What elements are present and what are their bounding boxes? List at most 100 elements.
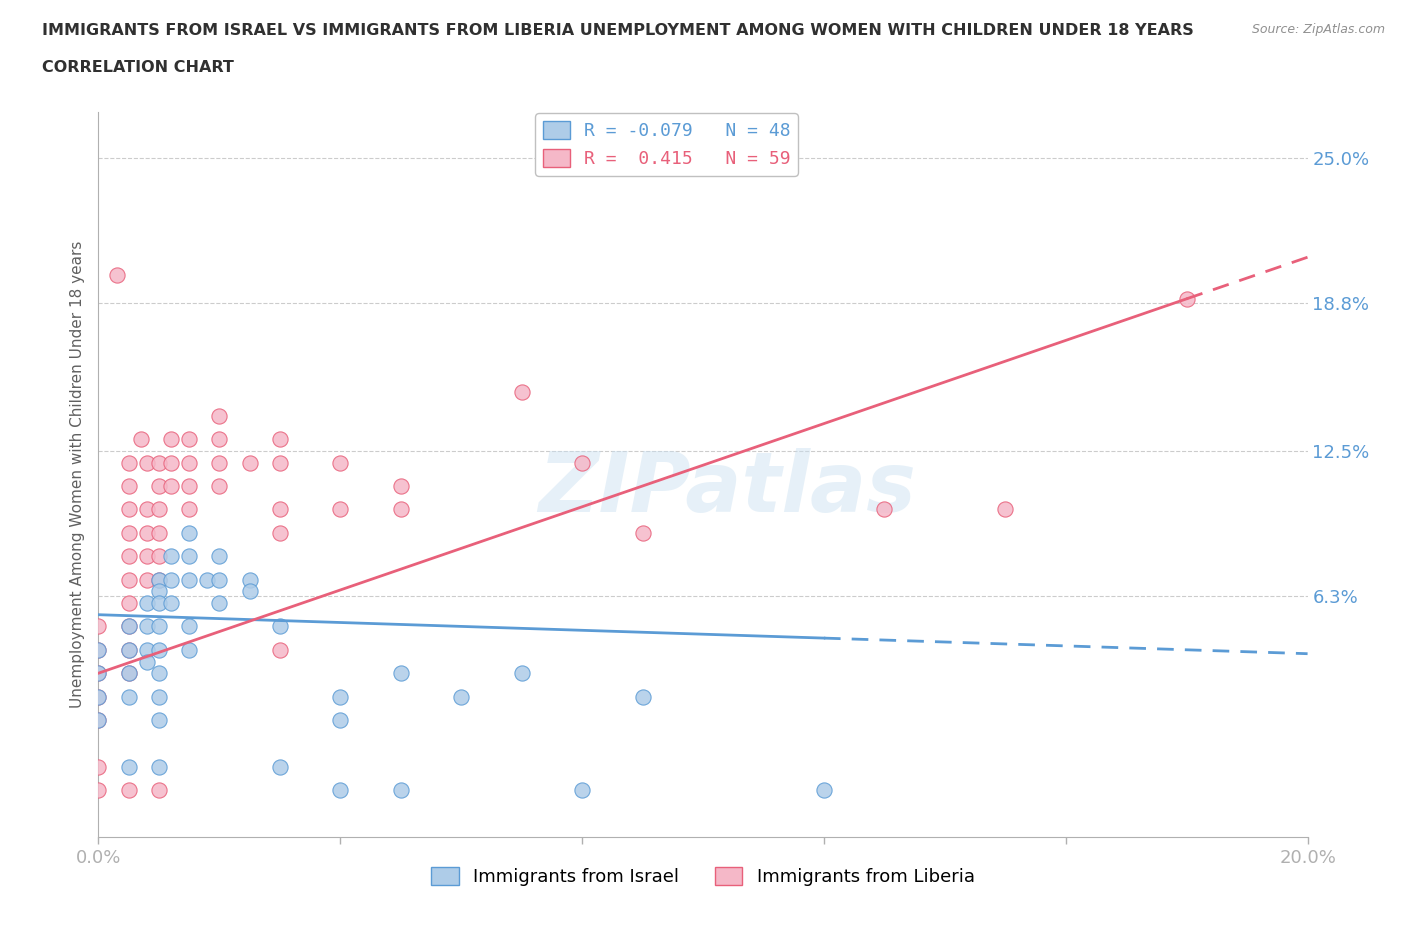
Point xyxy=(87,689,110,704)
Point xyxy=(239,455,262,470)
Point xyxy=(118,549,141,564)
Point xyxy=(87,643,110,658)
Point xyxy=(179,549,201,564)
Point xyxy=(118,572,141,587)
Point xyxy=(160,455,183,470)
Point xyxy=(148,455,170,470)
Point xyxy=(118,479,141,494)
Point xyxy=(813,783,835,798)
Point xyxy=(329,712,352,727)
Point xyxy=(118,643,141,658)
Point xyxy=(208,455,231,470)
Point xyxy=(118,502,141,517)
Point xyxy=(269,432,291,446)
Point xyxy=(135,619,157,634)
Point xyxy=(135,455,157,470)
Point xyxy=(450,689,472,704)
Point xyxy=(118,666,141,681)
Point xyxy=(118,666,141,681)
Point xyxy=(329,455,352,470)
Point xyxy=(87,712,110,727)
Point xyxy=(148,689,170,704)
Point xyxy=(148,525,170,540)
Text: CORRELATION CHART: CORRELATION CHART xyxy=(42,60,233,75)
Point xyxy=(179,619,201,634)
Point xyxy=(269,502,291,517)
Point xyxy=(160,549,183,564)
Point xyxy=(105,268,128,283)
Point xyxy=(179,525,201,540)
Point xyxy=(118,619,141,634)
Point xyxy=(179,455,201,470)
Point xyxy=(87,666,110,681)
Point xyxy=(160,595,183,610)
Point xyxy=(87,689,110,704)
Point xyxy=(329,783,352,798)
Point xyxy=(389,479,412,494)
Point xyxy=(135,595,157,610)
Point xyxy=(179,572,201,587)
Point xyxy=(148,572,170,587)
Point xyxy=(87,712,110,727)
Point xyxy=(148,783,170,798)
Point xyxy=(87,666,110,681)
Point xyxy=(269,525,291,540)
Point xyxy=(195,572,218,587)
Point xyxy=(389,783,412,798)
Point xyxy=(118,619,141,634)
Point xyxy=(148,584,170,599)
Point xyxy=(129,432,152,446)
Point xyxy=(269,643,291,658)
Point xyxy=(208,549,231,564)
Point xyxy=(118,689,141,704)
Point xyxy=(179,643,201,658)
Point xyxy=(87,619,110,634)
Text: ZIPatlas: ZIPatlas xyxy=(538,448,917,529)
Point xyxy=(118,455,141,470)
Point xyxy=(208,479,231,494)
Text: IMMIGRANTS FROM ISRAEL VS IMMIGRANTS FROM LIBERIA UNEMPLOYMENT AMONG WOMEN WITH : IMMIGRANTS FROM ISRAEL VS IMMIGRANTS FRO… xyxy=(42,23,1194,38)
Point xyxy=(87,760,110,775)
Point xyxy=(208,432,231,446)
Point xyxy=(269,455,291,470)
Point xyxy=(510,666,533,681)
Point xyxy=(329,689,352,704)
Legend: Immigrants from Israel, Immigrants from Liberia: Immigrants from Israel, Immigrants from … xyxy=(425,859,981,893)
Text: Source: ZipAtlas.com: Source: ZipAtlas.com xyxy=(1251,23,1385,36)
Point xyxy=(571,455,593,470)
Point xyxy=(329,502,352,517)
Point xyxy=(135,502,157,517)
Point xyxy=(208,408,231,423)
Point xyxy=(389,502,412,517)
Point xyxy=(179,432,201,446)
Y-axis label: Unemployment Among Women with Children Under 18 years: Unemployment Among Women with Children U… xyxy=(70,241,86,708)
Point xyxy=(994,502,1017,517)
Point xyxy=(148,760,170,775)
Point xyxy=(179,502,201,517)
Point xyxy=(148,712,170,727)
Point xyxy=(571,783,593,798)
Point xyxy=(239,572,262,587)
Point xyxy=(631,525,654,540)
Point xyxy=(135,654,157,669)
Point xyxy=(873,502,896,517)
Point xyxy=(389,666,412,681)
Point xyxy=(135,572,157,587)
Point xyxy=(148,502,170,517)
Point xyxy=(118,595,141,610)
Point xyxy=(510,385,533,400)
Point xyxy=(118,760,141,775)
Point xyxy=(87,643,110,658)
Point xyxy=(148,666,170,681)
Point xyxy=(118,525,141,540)
Point xyxy=(118,643,141,658)
Point xyxy=(208,572,231,587)
Point xyxy=(239,584,262,599)
Point xyxy=(135,549,157,564)
Point xyxy=(148,479,170,494)
Point xyxy=(179,479,201,494)
Point xyxy=(269,619,291,634)
Point xyxy=(135,525,157,540)
Point xyxy=(148,549,170,564)
Point xyxy=(118,783,141,798)
